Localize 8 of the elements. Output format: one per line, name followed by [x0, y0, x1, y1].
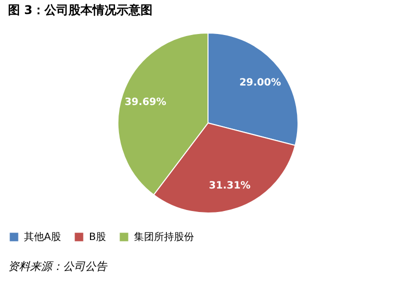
data-label: 31.31%	[208, 180, 251, 192]
legend-label: 其他A股	[24, 231, 61, 243]
legend-label: 集团所持股份	[134, 231, 194, 243]
chart-title: 图 3：公司股本情况示意图	[8, 3, 153, 17]
legend-label: B股	[89, 232, 106, 243]
text: 资料来源：公司公告	[8, 260, 108, 273]
data-label: 29.00%	[239, 78, 281, 89]
data-label: 39.69%	[124, 96, 166, 108]
